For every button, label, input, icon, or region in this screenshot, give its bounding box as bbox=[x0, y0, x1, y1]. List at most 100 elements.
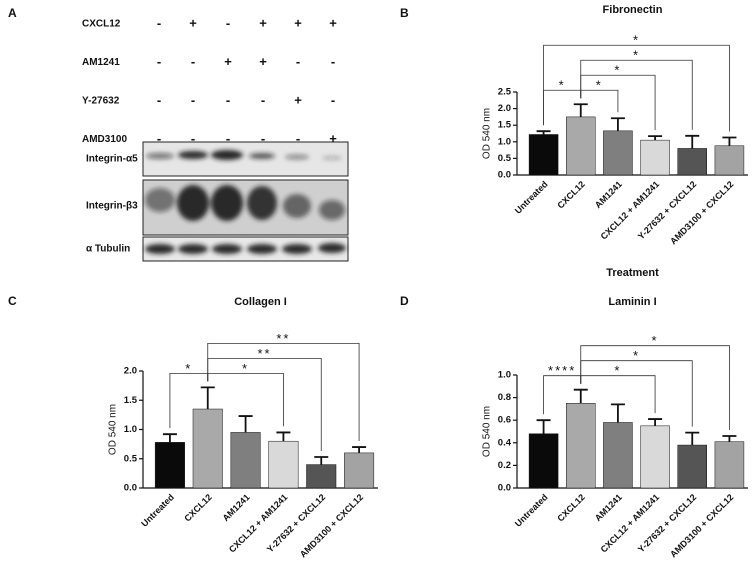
treatment-sign: - bbox=[331, 54, 335, 69]
bar bbox=[566, 116, 596, 176]
band-label: Integrin-α5 bbox=[86, 154, 138, 165]
significance-label: * bbox=[185, 361, 192, 376]
x-tick-label: AM1241 bbox=[593, 179, 624, 210]
y-tick-label: 0.0 bbox=[498, 170, 511, 181]
y-tick-label: 0.5 bbox=[124, 453, 138, 464]
treatment-sign: - bbox=[226, 92, 230, 107]
error-bar bbox=[573, 388, 588, 404]
y-tick-label: 2.0 bbox=[498, 103, 511, 114]
error-bar bbox=[162, 433, 177, 443]
significance-label: * bbox=[614, 363, 621, 378]
treatment-sign: - bbox=[261, 92, 265, 107]
x-tick-label: AMD3100 + CXCL12 bbox=[668, 492, 735, 559]
y-tick-label: 0.8 bbox=[498, 392, 511, 403]
bar bbox=[640, 139, 670, 176]
error-bar bbox=[722, 136, 737, 146]
treatment-sign: - bbox=[296, 54, 300, 69]
bar bbox=[714, 145, 745, 176]
significance-label: * bbox=[652, 333, 659, 348]
error-bar bbox=[685, 134, 700, 149]
significance-label: * bbox=[633, 33, 640, 48]
panel-label: D bbox=[400, 294, 409, 308]
treatment-sign: - bbox=[157, 15, 161, 30]
y-axis-label: OD 540 nm bbox=[482, 406, 493, 457]
treatment-sign: + bbox=[189, 15, 197, 30]
error-bar bbox=[276, 431, 291, 442]
treatment-sign: - bbox=[191, 92, 195, 107]
significance-bracket bbox=[207, 357, 322, 451]
bar bbox=[528, 134, 559, 176]
treatment-sign: + bbox=[259, 15, 267, 30]
chart-title: Laminin I bbox=[608, 296, 656, 308]
y-tick-label: 0.0 bbox=[498, 483, 511, 494]
y-tick-label: 0.0 bbox=[124, 483, 137, 494]
bar bbox=[306, 464, 337, 489]
y-tick-label: 0.6 bbox=[498, 415, 511, 426]
treatment-label: Y-27632 bbox=[82, 96, 120, 107]
x-tick-label: AM1241 bbox=[221, 492, 252, 523]
x-tick-label: Untreated bbox=[513, 179, 550, 216]
bar bbox=[714, 441, 745, 489]
blot-images bbox=[142, 141, 349, 262]
bar bbox=[268, 440, 299, 489]
treatment-sign: - bbox=[296, 131, 300, 146]
error-bar bbox=[610, 403, 625, 423]
error-bar bbox=[648, 135, 663, 141]
significance-label: * bbox=[559, 78, 566, 93]
band-label: Integrin-β3 bbox=[86, 201, 138, 212]
y-tick-label: 0.2 bbox=[498, 460, 511, 471]
error-bar bbox=[685, 431, 700, 446]
significance-bracket bbox=[580, 345, 730, 431]
error-bar bbox=[238, 415, 253, 433]
band-label: α Tubulin bbox=[86, 244, 130, 255]
chart-title: Fibronectin bbox=[603, 4, 663, 16]
treatment-label: CXCL12 bbox=[82, 19, 121, 30]
error-bar bbox=[352, 446, 367, 453]
significance-bracket bbox=[207, 342, 360, 442]
treatment-label: AM1241 bbox=[82, 57, 120, 68]
y-tick-label: 2.0 bbox=[124, 366, 137, 377]
treatment-sign: - bbox=[157, 92, 161, 107]
treatment-sign: - bbox=[331, 92, 335, 107]
error-bar bbox=[200, 386, 215, 410]
bar bbox=[603, 422, 633, 489]
treatment-sign: + bbox=[259, 54, 267, 69]
y-tick-label: 2.5 bbox=[498, 87, 512, 98]
bar bbox=[230, 432, 261, 489]
error-bar bbox=[536, 419, 551, 434]
significance-bracket bbox=[580, 360, 693, 427]
significance-label: * bbox=[242, 361, 249, 376]
bar bbox=[677, 444, 707, 489]
significance-label: ** bbox=[276, 331, 290, 346]
treatment-sign: + bbox=[224, 54, 232, 69]
y-tick-label: 1.0 bbox=[498, 370, 511, 381]
significance-label: * bbox=[633, 348, 640, 363]
x-tick-label: Untreated bbox=[139, 492, 176, 529]
y-axis-label: OD 540 nm bbox=[108, 404, 119, 455]
x-axis-label: Treatment bbox=[606, 267, 659, 279]
treatment-sign: - bbox=[157, 54, 161, 69]
error-bar bbox=[722, 435, 737, 442]
significance-bracket bbox=[580, 89, 619, 113]
x-tick-label: AM1241 bbox=[593, 492, 624, 523]
y-axis-label: OD 540 nm bbox=[482, 108, 493, 159]
y-tick-label: 0.4 bbox=[498, 437, 512, 448]
treatment-sign: - bbox=[261, 131, 265, 146]
significance-label: **** bbox=[548, 363, 576, 378]
bar bbox=[192, 408, 223, 489]
treatment-sign: + bbox=[329, 15, 337, 30]
x-tick-label: Untreated bbox=[513, 492, 550, 529]
significance-label: ** bbox=[257, 346, 271, 361]
significance-label: * bbox=[596, 78, 603, 93]
bar bbox=[603, 130, 633, 176]
treatment-sign: + bbox=[329, 131, 337, 146]
significance-label: * bbox=[633, 48, 640, 63]
significance-label: * bbox=[614, 63, 621, 78]
panel-label: C bbox=[8, 294, 17, 308]
bar bbox=[528, 433, 559, 489]
panel-label: A bbox=[8, 6, 17, 20]
error-bar bbox=[573, 103, 588, 117]
panel-label: B bbox=[400, 6, 409, 20]
bar bbox=[640, 425, 670, 489]
